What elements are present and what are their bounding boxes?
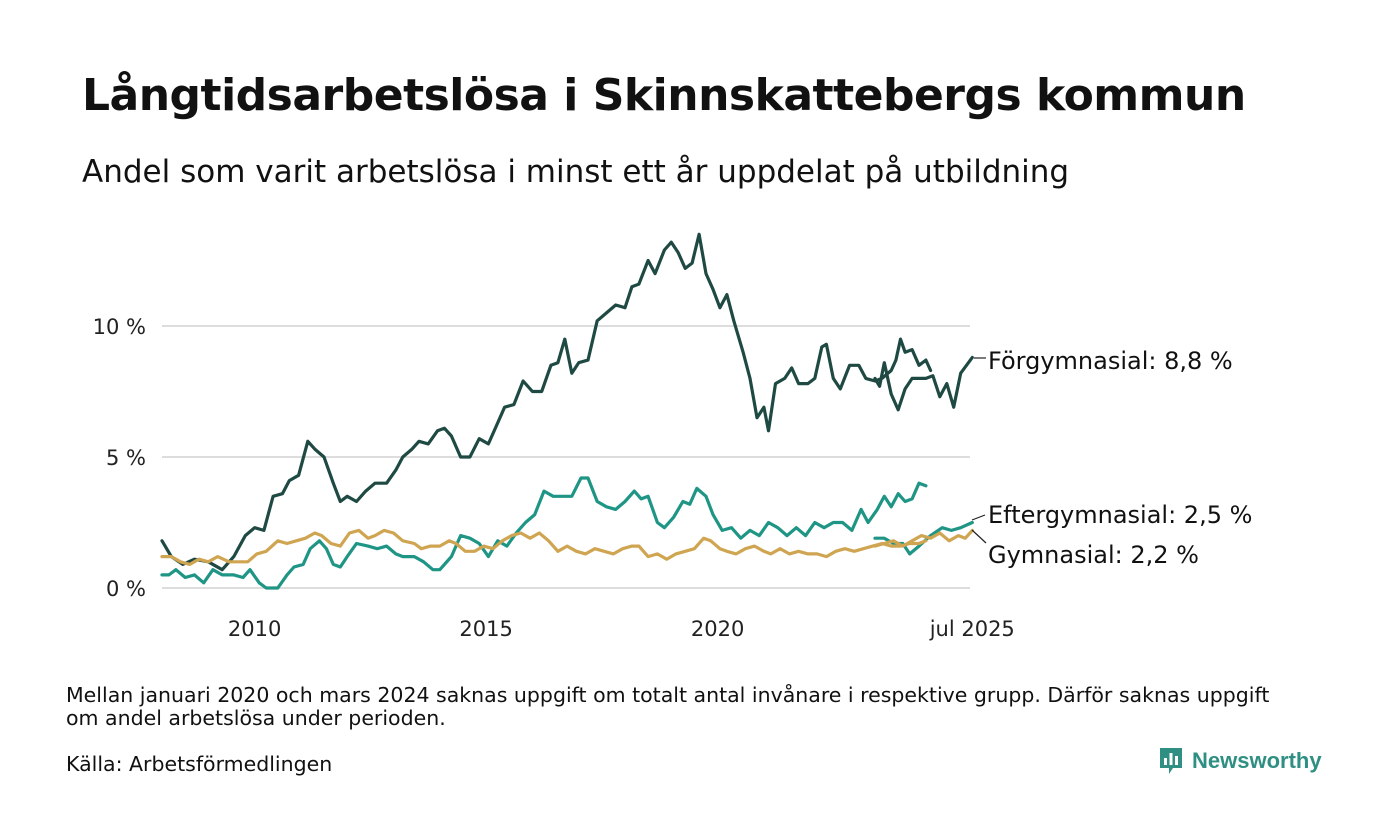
source-text: Källa: Arbetsförmedlingen — [66, 752, 333, 776]
y-tick-label: 5 % — [106, 446, 146, 470]
series-line — [160, 232, 933, 572]
x-tick-label: 2010 — [228, 617, 281, 641]
series-line — [873, 528, 974, 548]
label-leader-line — [971, 514, 986, 521]
series-line — [160, 528, 928, 566]
brand-name: Newsworthy — [1192, 748, 1322, 773]
footnote: Mellan januari 2020 och mars 2024 saknas… — [66, 683, 1270, 730]
series-line — [873, 520, 974, 556]
y-tick-label: 0 % — [106, 577, 146, 601]
y-tick-label: 10 % — [93, 315, 146, 339]
newsworthy-logo: Newsworthy — [1158, 746, 1322, 776]
series-end-label: Eftergymnasial: 2,5 % — [988, 501, 1252, 529]
x-tick-label: 2015 — [459, 617, 512, 641]
x-tick-label: 2020 — [691, 617, 744, 641]
chart-subtitle: Andel som varit arbetslösa i minst ett å… — [82, 154, 1070, 190]
bar-chart-icon — [1160, 748, 1182, 774]
line-chart: 0 % 5 % 10 % 2010 2015 2020 jul 2025 Förgymnasi… — [93, 232, 1252, 641]
chart-title: Långtidsarbetslösa i Skinnskattebergs ko… — [82, 70, 1246, 121]
series-end-label: Gymnasial: 2,2 % — [988, 541, 1199, 569]
x-tick-label: jul 2025 — [929, 617, 1015, 641]
label-leader-line — [971, 529, 987, 544]
series-end-label: Förgymnasial: 8,8 % — [988, 347, 1233, 375]
series-line — [873, 355, 974, 412]
series-line — [160, 476, 928, 590]
